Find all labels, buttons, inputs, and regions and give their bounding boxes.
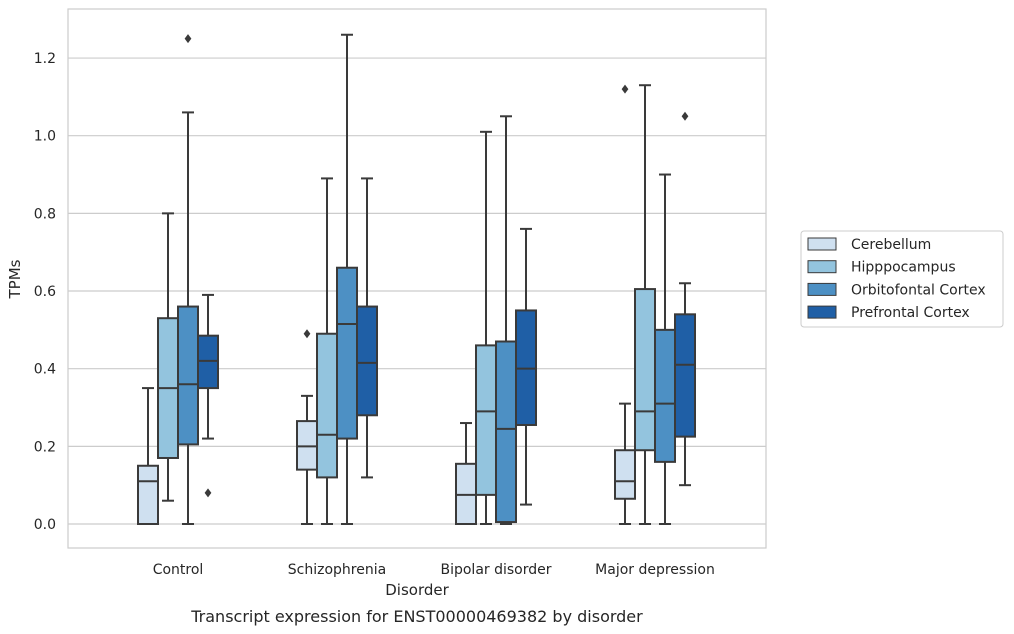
- x-tick-label: Major depression: [595, 562, 715, 578]
- box-cerebellum: [137, 387, 159, 526]
- box-iqr: [356, 305, 378, 417]
- legend-frame: [800, 230, 1004, 328]
- outlier-point: [303, 329, 311, 339]
- y-tick-label: 0.8: [34, 206, 56, 222]
- box-series: [137, 33, 696, 526]
- box-iqr: [336, 266, 358, 440]
- outlier-point: [204, 488, 212, 498]
- box-orbitofontal-cortex: [177, 34, 199, 525]
- legend-swatch: [807, 282, 837, 296]
- box-iqr: [495, 340, 517, 524]
- legend-label: Prefrontal Cortex: [851, 305, 970, 321]
- legend-swatch: [807, 305, 837, 319]
- y-tick-label: 0.2: [34, 439, 56, 455]
- box-iqr: [614, 449, 636, 500]
- plot-frame: [67, 8, 767, 549]
- y-tick-label: 0.6: [34, 284, 56, 300]
- box-iqr: [674, 313, 696, 438]
- box-prefrontal-cortex: [515, 227, 537, 506]
- y-tick-label: 0.4: [34, 362, 56, 378]
- box-iqr: [634, 288, 656, 452]
- box-hipppocampus: [634, 84, 656, 525]
- box-orbitofontal-cortex: [495, 115, 517, 525]
- outlier-point: [184, 34, 192, 44]
- legend: Cerebellum Hipppocampus Orbitofontal Corte…: [800, 230, 1004, 328]
- x-tick-labels: Control Schizophrenia Bipolar disorder Majo…: [153, 562, 715, 578]
- legend-swatch: [807, 237, 837, 251]
- box-iqr: [475, 344, 497, 496]
- box-iqr: [177, 305, 199, 446]
- y-tick-label: 0.0: [34, 517, 56, 533]
- y-axis-label: TPMs: [6, 259, 24, 299]
- box-prefrontal-cortex: [674, 111, 696, 487]
- box-prefrontal-cortex: [356, 177, 378, 479]
- box-prefrontal-cortex: [197, 293, 219, 498]
- x-tick-label: Schizophrenia: [288, 562, 386, 578]
- legend-label: Hipppocampus: [851, 260, 956, 276]
- legend-swatch: [807, 260, 837, 274]
- plot-background: [68, 9, 766, 548]
- outlier-point: [681, 111, 689, 121]
- y-tick-labels: 0.0 0.2 0.4 0.6 0.8 1.0 1.2: [34, 51, 56, 533]
- box-hipppocampus: [316, 177, 338, 525]
- x-axis-label: Disorder: [385, 581, 449, 599]
- box-iqr: [316, 332, 338, 479]
- x-tick-label: Control: [153, 562, 204, 578]
- outlier-point: [621, 84, 629, 94]
- legend-label: Orbitofontal Cortex: [851, 282, 986, 298]
- box-hipppocampus: [475, 130, 497, 525]
- box-iqr: [654, 328, 676, 463]
- box-iqr: [137, 464, 159, 526]
- x-tick-label: Bipolar disorder: [440, 562, 551, 578]
- chart-caption: Transcript expression for ENST0000046938…: [190, 607, 643, 626]
- box-cerebellum: [614, 84, 636, 525]
- y-tick-label: 1.2: [34, 51, 56, 67]
- y-tick-label: 1.0: [34, 129, 56, 145]
- legend-label: Cerebellum: [851, 237, 931, 253]
